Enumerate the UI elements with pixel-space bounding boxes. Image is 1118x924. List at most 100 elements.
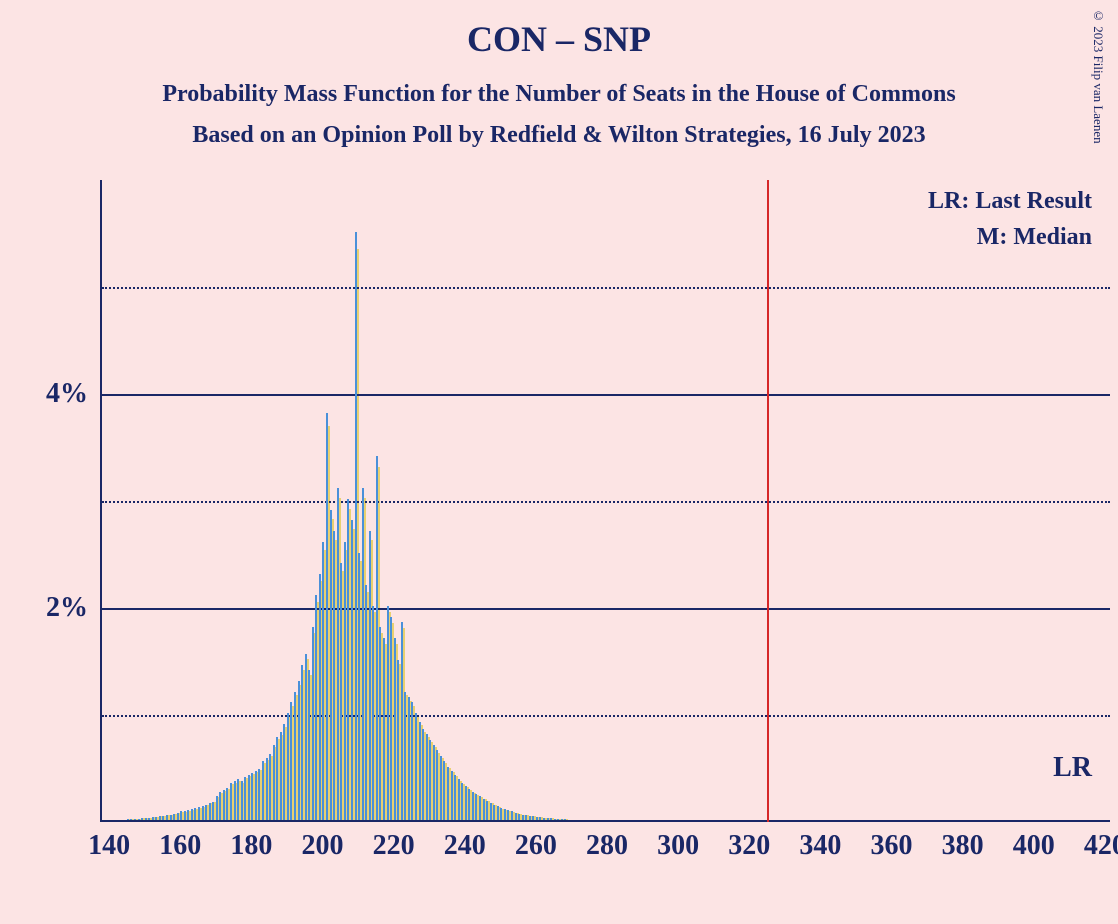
bar (205, 805, 207, 820)
chart-container: LR: Last Result M: Median 2%4%1401601802… (22, 180, 1112, 900)
bar (226, 788, 228, 820)
last-result-label: LR (1053, 752, 1092, 784)
bar (387, 606, 389, 820)
bar (351, 520, 353, 820)
x-axis-label: 220 (373, 830, 415, 862)
x-axis-label: 300 (657, 830, 699, 862)
bar (497, 806, 499, 820)
bar (248, 775, 250, 820)
bar (504, 809, 506, 820)
x-axis-label: 420 (1084, 830, 1118, 862)
bar (258, 769, 260, 820)
grid-line-minor (102, 287, 1110, 289)
bar (500, 808, 502, 820)
x-axis-label: 160 (159, 830, 201, 862)
bar (283, 724, 285, 820)
bar (219, 792, 221, 820)
bar (536, 817, 538, 820)
bar (422, 729, 424, 820)
bar (262, 761, 264, 820)
bar (394, 638, 396, 820)
bar (358, 553, 360, 821)
bar (269, 754, 271, 820)
bar (251, 773, 253, 820)
x-axis-label: 240 (444, 830, 486, 862)
bar (472, 792, 474, 820)
bar (312, 627, 314, 820)
bar (443, 761, 445, 820)
bar (419, 722, 421, 820)
bar (344, 542, 346, 820)
x-axis-label: 200 (301, 830, 343, 862)
bar (209, 803, 211, 820)
bar (507, 810, 509, 820)
bar (177, 813, 179, 820)
page-title: CON – SNP (0, 0, 1118, 60)
bar (305, 654, 307, 820)
bar (461, 783, 463, 820)
bar (266, 758, 268, 820)
bar (194, 808, 196, 820)
bar (532, 816, 534, 820)
bar (127, 819, 129, 820)
bar (184, 811, 186, 820)
bar-alt (566, 819, 568, 820)
bar (447, 767, 449, 821)
bar (518, 814, 520, 820)
x-axis-label: 400 (1013, 830, 1055, 862)
bar (170, 815, 172, 820)
grid-line-major (102, 394, 1110, 396)
bar (273, 745, 275, 820)
bar (401, 622, 403, 820)
bar (138, 819, 140, 820)
bar (362, 488, 364, 820)
bar (241, 781, 243, 820)
bar (372, 606, 374, 820)
bar (337, 488, 339, 820)
bar (369, 531, 371, 820)
subtitle-line-2: Based on an Opinion Poll by Redfield & W… (0, 115, 1118, 156)
legend-m: M: Median (977, 224, 1092, 251)
bar (543, 818, 545, 820)
bar (301, 665, 303, 820)
bar (468, 789, 470, 820)
bar (330, 510, 332, 820)
y-axis-label: 2% (46, 592, 88, 624)
bar (308, 670, 310, 820)
x-axis-label: 260 (515, 830, 557, 862)
bar (234, 781, 236, 820)
bar (223, 790, 225, 820)
bar (436, 750, 438, 820)
bar (479, 796, 481, 820)
bar (465, 786, 467, 820)
bar (202, 806, 204, 820)
bar (483, 799, 485, 820)
bar (408, 697, 410, 820)
bar (511, 811, 513, 820)
bar (237, 779, 239, 820)
x-axis-label: 280 (586, 830, 628, 862)
x-axis-label: 180 (230, 830, 272, 862)
x-axis-label: 340 (799, 830, 841, 862)
copyright-text: © 2023 Filip van Laenen (1090, 8, 1106, 144)
bar (561, 819, 563, 820)
bar (166, 815, 168, 820)
bar (454, 775, 456, 820)
bar (433, 745, 435, 820)
bar (458, 779, 460, 820)
bar (255, 771, 257, 820)
bar (475, 794, 477, 820)
bar (522, 815, 524, 820)
bar (322, 542, 324, 820)
bar (564, 819, 566, 820)
bar (145, 818, 147, 820)
bar (162, 816, 164, 820)
bar (212, 802, 214, 820)
bar (365, 585, 367, 820)
bar (294, 692, 296, 820)
bar (411, 702, 413, 820)
bar (187, 810, 189, 820)
bar (347, 499, 349, 820)
bar (355, 232, 357, 821)
bar (134, 819, 136, 820)
